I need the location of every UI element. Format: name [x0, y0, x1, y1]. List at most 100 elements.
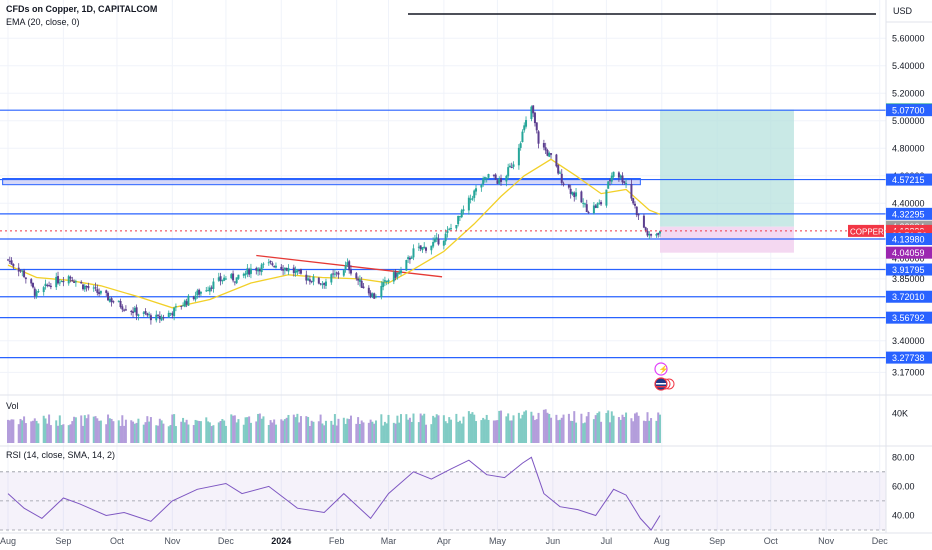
- rsi-legend[interactable]: RSI (14, close, SMA, 14, 2): [6, 450, 115, 460]
- volume-bar: [112, 421, 115, 443]
- volume-bar: [280, 419, 283, 443]
- candle-body: [74, 281, 77, 283]
- price-label-bg: [886, 263, 932, 276]
- candle-body: [148, 314, 151, 316]
- candle-body: [333, 273, 336, 275]
- volume-bar: [348, 419, 351, 443]
- candle-body: [469, 198, 472, 200]
- volume-bar: [635, 412, 638, 443]
- candle-body: [260, 264, 263, 273]
- volume-bar: [607, 410, 610, 443]
- chart-legend: CFDs on Copper, 1D, CAPITALCOM: [6, 4, 157, 14]
- candle-body: [105, 290, 108, 293]
- candle-body: [569, 188, 572, 194]
- price-tick-label: 4.40000: [892, 198, 925, 208]
- volume-bar: [192, 425, 195, 443]
- volume-bar: [433, 417, 436, 443]
- volume-bar: [510, 420, 513, 443]
- price-tick-label: 5.00000: [892, 116, 925, 126]
- candle-body: [133, 307, 136, 313]
- price-tick-label: 5.60000: [892, 33, 925, 43]
- target-zone: [660, 109, 794, 227]
- volume-bar: [217, 422, 220, 443]
- candle-body: [396, 272, 399, 277]
- price-label: 3.27738: [892, 353, 925, 363]
- volume-bar: [557, 420, 560, 443]
- event-markers[interactable]: ⚡: [654, 362, 675, 391]
- ema-legend[interactable]: EMA (20, close, 0): [6, 17, 80, 27]
- time-tick-label: 2024: [271, 536, 291, 546]
- candle-body: [473, 190, 476, 198]
- candle-body: [387, 280, 390, 282]
- volume-bar: [592, 419, 595, 443]
- supply-zone[interactable]: [2, 178, 641, 186]
- candle-body: [582, 202, 585, 204]
- candle-body: [510, 166, 513, 168]
- candle-body: [149, 315, 152, 321]
- candle-body: [533, 112, 536, 124]
- volume-bar: [255, 421, 258, 443]
- candle-body: [273, 266, 276, 268]
- volume-bar: [98, 420, 101, 443]
- price-axis[interactable]: 5.600005.400005.200005.000004.800004.600…: [885, 0, 932, 533]
- volume-bar: [355, 423, 358, 443]
- candle-body: [196, 290, 199, 296]
- candle-body: [35, 291, 38, 297]
- candle-body: [294, 270, 297, 274]
- candle-body: [298, 270, 301, 272]
- candle-body: [162, 317, 165, 319]
- candle-body: [299, 269, 302, 274]
- symbol-title[interactable]: CFDs on Copper, 1D, CAPITALCOM: [6, 4, 158, 14]
- volume-bar: [494, 420, 497, 443]
- horizontal-levels[interactable]: [0, 13, 886, 359]
- candle-body: [207, 290, 210, 292]
- volume-bar: [73, 416, 76, 443]
- candle-body: [167, 312, 170, 318]
- long-position-tool[interactable]: [660, 109, 794, 253]
- volume-bar: [596, 413, 599, 443]
- volume-legend[interactable]: Vol: [6, 401, 19, 411]
- price-label: 3.91795: [892, 265, 925, 275]
- candle-body: [69, 276, 72, 279]
- volume-bar: [619, 419, 622, 443]
- candle-body: [337, 272, 340, 275]
- volume-bar: [292, 414, 295, 443]
- candle-body: [124, 309, 127, 311]
- candle-body: [362, 286, 365, 289]
- candle-body: [144, 311, 147, 314]
- volume-bar: [605, 412, 608, 443]
- volume-bar: [587, 412, 590, 443]
- volume-bar: [210, 426, 213, 443]
- time-axis[interactable]: Aug Sep Oct Nov Dec 2024 Feb Mar Apr May Jun Jul Aug…: [0, 532, 932, 546]
- volume-bar: [242, 424, 245, 443]
- candle-body: [67, 276, 70, 284]
- volume-bar: [582, 423, 585, 443]
- volume-bar: [44, 418, 47, 443]
- candle-body: [10, 260, 13, 265]
- candle-body: [399, 270, 402, 274]
- candle-body: [517, 147, 520, 166]
- candle-body: [174, 306, 177, 308]
- volume-bar: [450, 419, 453, 443]
- candle-body: [374, 296, 377, 298]
- volume-bar: [419, 413, 422, 443]
- volume-bar: [283, 419, 286, 443]
- candle-body: [555, 154, 558, 167]
- volume-bar: [24, 423, 27, 443]
- candle-body: [55, 276, 58, 288]
- candle-body: [498, 178, 501, 184]
- price-label: 3.56792: [892, 313, 925, 323]
- candle-body: [171, 313, 174, 316]
- volume-bar: [46, 423, 49, 443]
- volume-bar: [423, 413, 426, 443]
- candle-body: [305, 274, 308, 281]
- volume-bar: [458, 420, 461, 443]
- rsi-line: [7, 456, 661, 531]
- candle-body: [169, 312, 172, 314]
- currency-label[interactable]: USD: [893, 6, 912, 16]
- candle-body: [371, 293, 374, 297]
- candle-body: [324, 281, 327, 286]
- volume-bar: [119, 425, 122, 443]
- candle-body: [571, 191, 574, 195]
